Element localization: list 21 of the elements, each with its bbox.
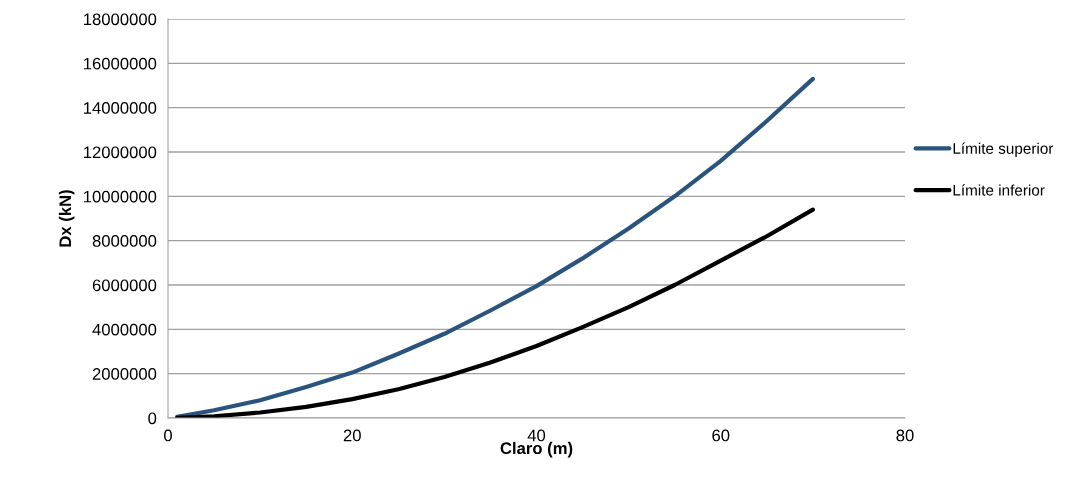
x-tick-label: 40 bbox=[527, 429, 546, 442]
x-tick-label: 20 bbox=[343, 429, 361, 442]
y-tick-label: 18000000 bbox=[84, 13, 157, 26]
y-tick-label: 16000000 bbox=[84, 57, 157, 70]
y-tick-label: 2000000 bbox=[92, 368, 157, 380]
x-axis-title: Claro (m) bbox=[500, 441, 573, 458]
y-tick-label: 12000000 bbox=[84, 146, 157, 159]
legend-label: Límite inferior bbox=[953, 184, 1045, 196]
line-series bbox=[175, 207, 815, 418]
y-tick-label: 8000000 bbox=[92, 235, 157, 247]
x-tick-label: 60 bbox=[712, 429, 730, 442]
y-tick-label: 10000000 bbox=[84, 190, 157, 203]
line-series bbox=[175, 76, 815, 418]
x-tick-label: 0 bbox=[164, 429, 172, 442]
y-axis-title: Dx (kN) bbox=[58, 190, 75, 247]
x-tick-label: 80 bbox=[896, 429, 914, 442]
y-tick-label: 0 bbox=[148, 412, 157, 425]
y-tick-label: 14000000 bbox=[84, 102, 157, 114]
y-tick-label: 4000000 bbox=[92, 323, 157, 336]
legend-label: Límite superior bbox=[953, 142, 1054, 157]
y-tick-label: 6000000 bbox=[92, 279, 157, 292]
